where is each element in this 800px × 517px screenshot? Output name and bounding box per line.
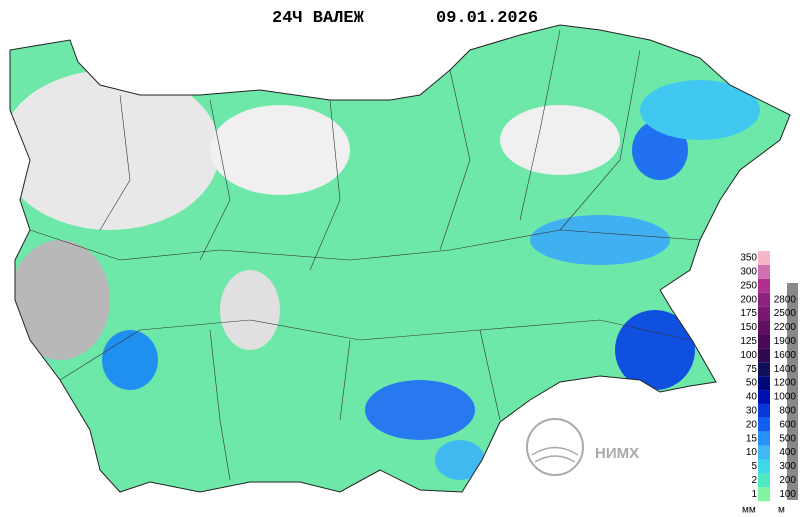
precip-swatch bbox=[758, 251, 770, 265]
precip-swatch bbox=[758, 431, 770, 446]
precip-swatch bbox=[758, 487, 770, 502]
precip-label: 5 bbox=[751, 461, 757, 472]
precip-swatch bbox=[758, 264, 770, 279]
elevation-label: 2800 bbox=[774, 294, 797, 305]
precip-label: 10 bbox=[746, 447, 758, 458]
precip-unit: мм bbox=[742, 505, 756, 516]
elevation-label: 600 bbox=[779, 419, 796, 430]
precip-label: 30 bbox=[746, 406, 758, 417]
elevation-bar bbox=[787, 283, 798, 500]
precip-swatch bbox=[758, 376, 770, 391]
precip-swatch bbox=[758, 403, 770, 418]
elevation-label: 500 bbox=[779, 433, 796, 444]
precip-label: 20 bbox=[746, 419, 758, 430]
precip-label: 250 bbox=[740, 280, 757, 291]
map-date: 09.01.2026 bbox=[436, 9, 538, 28]
precip-swatch bbox=[758, 306, 770, 321]
precip-swatch bbox=[758, 445, 770, 460]
precip-swatch bbox=[758, 390, 770, 404]
precip-swatch bbox=[758, 320, 770, 335]
elevation-label: 800 bbox=[779, 406, 796, 417]
precip-swatch bbox=[758, 417, 770, 432]
elevation-label: 1000 bbox=[774, 392, 797, 403]
precip-label: 75 bbox=[746, 364, 758, 375]
precip-swatch bbox=[758, 292, 770, 307]
precip-label: 100 bbox=[740, 350, 757, 361]
map-title: 24Ч ВАЛЕЖ bbox=[272, 9, 365, 28]
elevation-label: 300 bbox=[779, 461, 796, 472]
precip-swatch bbox=[758, 473, 770, 488]
elevation-label: 1400 bbox=[774, 364, 797, 375]
logo-text: НИМХ bbox=[595, 445, 639, 462]
precip-label: 50 bbox=[746, 378, 758, 389]
precip-label: 175 bbox=[740, 308, 757, 319]
precip-swatch bbox=[758, 278, 770, 293]
precip-swatch bbox=[758, 459, 770, 474]
elevation-label: 400 bbox=[779, 447, 796, 458]
precip-label: 125 bbox=[740, 336, 757, 347]
precip-swatch bbox=[758, 348, 770, 363]
elevation-label: 100 bbox=[779, 489, 796, 500]
elevation-label: 1200 bbox=[774, 378, 797, 389]
precip-label: 150 bbox=[740, 322, 757, 333]
elevation-label: 200 bbox=[779, 475, 796, 486]
precip-label: 300 bbox=[740, 267, 757, 278]
precip-label: 200 bbox=[740, 294, 757, 305]
precip-label: 350 bbox=[740, 253, 757, 264]
precip-label: 15 bbox=[746, 433, 758, 444]
elevation-label: 2200 bbox=[774, 322, 797, 333]
elevation-unit: м bbox=[778, 505, 785, 516]
legend: 350 300 250 200 175 150 125 100 75 50 40 30 20 15 10 5 2… bbox=[740, 251, 797, 502]
precip-swatch bbox=[758, 362, 770, 377]
elevation-label: 2500 bbox=[774, 308, 797, 319]
logo: НИМХ bbox=[526, 418, 639, 476]
elevation-label: 1900 bbox=[774, 336, 797, 347]
precip-label: 2 bbox=[751, 475, 757, 486]
precip-swatch bbox=[758, 334, 770, 349]
precip-label: 40 bbox=[746, 392, 758, 403]
elevation-label: 1600 bbox=[774, 350, 797, 361]
precip-label: 1 bbox=[751, 489, 757, 500]
